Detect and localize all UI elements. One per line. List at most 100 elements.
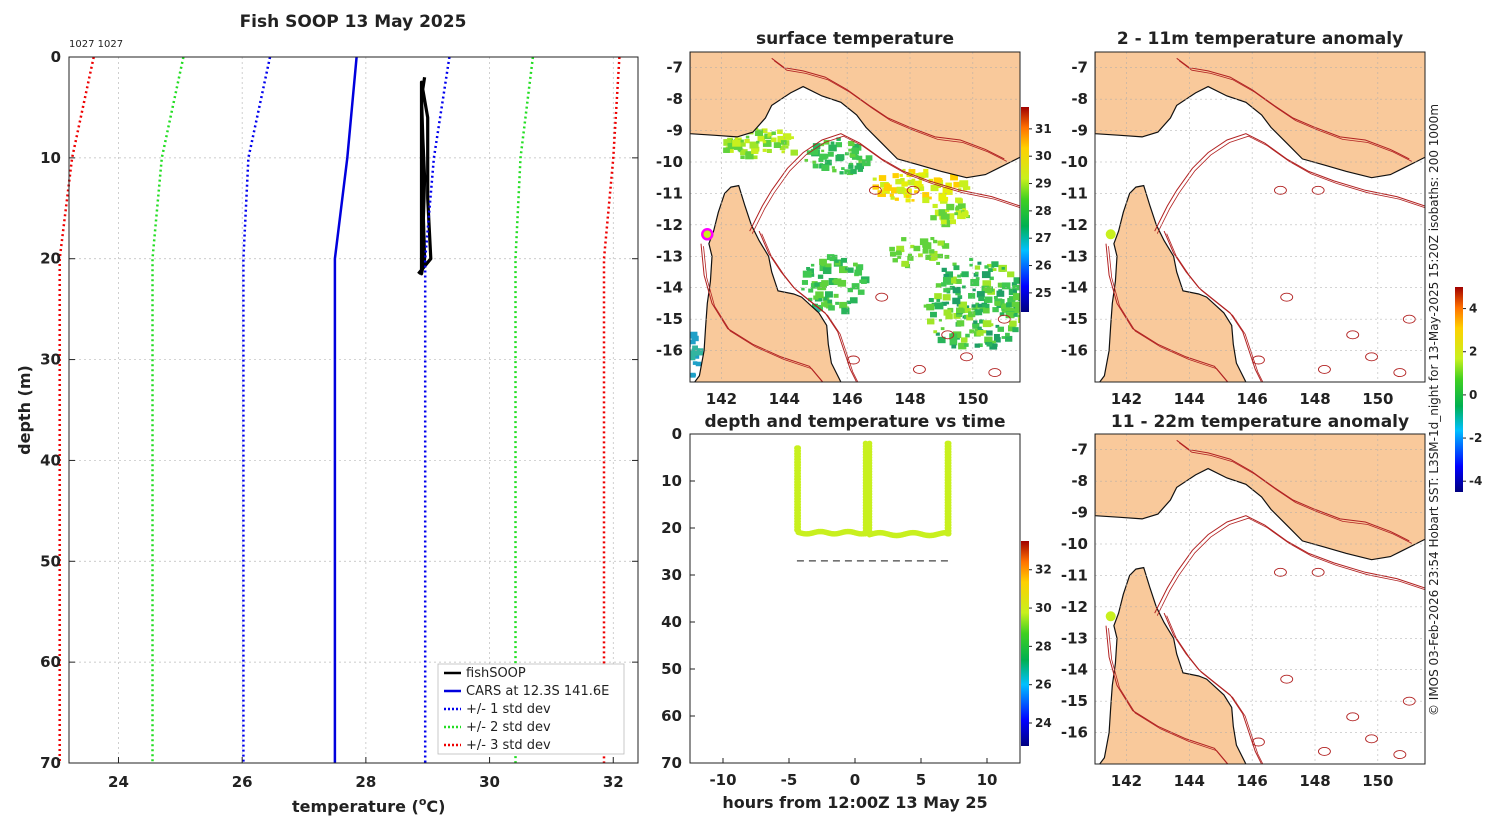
sst-cell — [940, 327, 945, 331]
sst-cell — [954, 332, 962, 338]
sst-cell — [862, 159, 871, 167]
sst-colorbar — [1021, 107, 1029, 312]
sst-cell — [895, 250, 902, 256]
sst-cell — [813, 307, 821, 312]
isobath-line — [1178, 442, 1412, 544]
series-fishsoop — [417, 76, 433, 276]
sst-cell — [692, 361, 698, 365]
sst-cell — [902, 168, 906, 172]
reef-contour — [875, 292, 889, 302]
sst-cell — [989, 323, 994, 327]
map-xtick-label: 148 — [1299, 390, 1330, 408]
sst-cell — [737, 139, 744, 145]
sst-cell — [953, 181, 961, 188]
sst-cell — [831, 166, 835, 169]
map-ytick-label: -9 — [666, 122, 683, 140]
sst-cell — [1013, 277, 1020, 284]
sst-cell — [955, 197, 962, 203]
colorbar-tick-label: -2 — [1469, 431, 1482, 445]
sst-cell — [993, 337, 1001, 343]
profile-ytick-label: 50 — [40, 552, 61, 570]
sst-cell — [767, 132, 773, 137]
sst-cell — [832, 255, 836, 258]
profile-ytick-label: 30 — [40, 351, 61, 369]
sst-cell — [1008, 296, 1016, 302]
td-xtick-label: 0 — [850, 771, 860, 789]
sst-cell — [928, 196, 932, 200]
sst-cell — [900, 177, 905, 182]
sst-cell — [810, 273, 815, 277]
sst-cell — [930, 184, 939, 192]
map-xtick-label: 144 — [1174, 772, 1205, 790]
sst-cell — [935, 283, 942, 288]
sst-cell — [1005, 335, 1013, 342]
sst-cell — [857, 167, 864, 172]
sst-cell — [1018, 311, 1020, 315]
sst-cell — [1012, 327, 1019, 333]
map-ytick-label: -7 — [1071, 441, 1088, 459]
anomaly-bottom-panel: 11 - 22m temperature anomaly 142 144 146 14… — [1061, 412, 1426, 790]
sst-cell — [938, 209, 947, 216]
sst-cell — [690, 353, 696, 361]
sst-cell — [840, 257, 848, 263]
isobath-line — [1166, 615, 1264, 764]
sst-cell — [849, 297, 858, 304]
reef-contour — [1251, 355, 1265, 365]
map-xtick-label: 148 — [1299, 772, 1330, 790]
sst-cell — [978, 343, 983, 348]
sst-cell — [974, 265, 981, 270]
isobath-line — [1108, 246, 1229, 382]
cape-york-land — [1095, 566, 1247, 764]
sst-cell — [981, 303, 990, 311]
map-ytick-label: -13 — [1061, 629, 1088, 647]
sst-cell — [945, 313, 953, 320]
sst-cell — [854, 165, 860, 170]
sst-cell — [808, 297, 813, 302]
sst-cell — [974, 343, 980, 348]
sst-cell — [808, 288, 814, 293]
map-ytick-label: -12 — [1061, 216, 1088, 234]
sst-cell — [692, 373, 697, 377]
sst-cell — [810, 263, 815, 267]
isobath-line — [1108, 628, 1229, 764]
sst-cell — [839, 301, 848, 309]
sst-cell — [1001, 267, 1005, 270]
isobath-line — [1105, 625, 1229, 764]
map-xtick-label: 142 — [1111, 772, 1142, 790]
sst-cell — [828, 144, 837, 152]
sst-cell — [841, 167, 845, 170]
sst-cell — [832, 280, 836, 283]
sst-cell — [978, 296, 985, 302]
sst-cell — [820, 143, 825, 147]
anomaly-top-ticks: 142 144 146 148 150 -7 -8 -9 -10 -11 -12 -13 -14 -15 -… — [1061, 59, 1394, 408]
map-ytick-label: -16 — [1061, 724, 1088, 742]
map-xtick-label: 144 — [1174, 390, 1205, 408]
profile-ytick-label: 10 — [40, 149, 61, 167]
td-xtick-label: 5 — [916, 771, 926, 789]
sst-cell — [1008, 307, 1014, 312]
td-ytick-label: 50 — [661, 660, 682, 678]
sst-cell — [933, 177, 941, 183]
sst-location-marker — [701, 228, 714, 241]
sst-cell — [937, 336, 946, 344]
sst-cell — [957, 212, 966, 220]
profile-ylabel: depth (m) — [15, 365, 34, 455]
sst-cell — [930, 311, 937, 318]
sst-cell — [767, 135, 771, 138]
map-ytick-label: -15 — [1061, 692, 1088, 710]
sst-map-geography — [690, 52, 1020, 382]
sst-cell — [901, 249, 905, 253]
sst-cell — [849, 152, 856, 158]
sst-cell — [923, 304, 928, 308]
sst-cell — [745, 135, 750, 139]
sst-cell — [827, 151, 834, 157]
sst-cell — [892, 173, 899, 179]
new-guinea-land — [690, 52, 1020, 179]
sst-cell — [981, 271, 991, 279]
isobath-line — [1154, 515, 1425, 614]
sst-cell — [833, 293, 839, 298]
sst-cell — [910, 244, 915, 249]
sst-cell — [836, 137, 841, 141]
map-xtick-label: 150 — [957, 390, 988, 408]
sst-cell — [946, 213, 955, 220]
